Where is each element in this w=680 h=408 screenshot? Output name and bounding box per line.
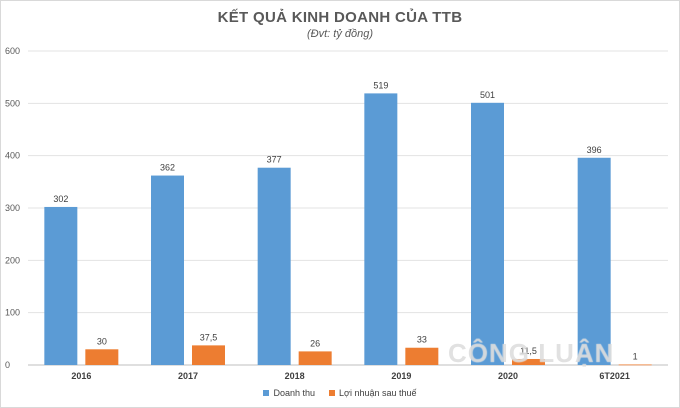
bar-revenue <box>364 93 398 365</box>
x-tick-label: 2019 <box>391 371 411 381</box>
legend-label-profit: Lợi nhuận sau thuế <box>339 388 417 398</box>
bar-profit <box>85 349 119 365</box>
data-label-profit: 26 <box>310 338 320 348</box>
data-label-revenue: 501 <box>480 90 495 100</box>
bar-revenue <box>151 175 184 365</box>
y-tick-label: 600 <box>5 46 20 56</box>
x-tick-label: 2017 <box>178 371 198 381</box>
bar-profit <box>298 351 332 365</box>
bar-profit <box>405 347 439 365</box>
chart-legend: Doanh thu Lợi nhuận sau thuế <box>0 388 680 398</box>
data-label-revenue: 377 <box>267 155 282 165</box>
watermark-logo: CÔNG LUẬN <box>448 338 615 368</box>
y-tick-label: 0 <box>5 360 10 370</box>
bar-revenue <box>257 167 291 365</box>
data-label-profit: 37,5 <box>200 332 218 342</box>
x-tick-label: 2018 <box>285 371 305 381</box>
bar-revenue <box>577 157 611 365</box>
data-label-profit: 11,5 <box>520 346 537 356</box>
bar-revenue <box>471 102 504 365</box>
bar-profit <box>512 358 545 365</box>
data-label-revenue: 519 <box>373 80 388 90</box>
data-label-profit: 30 <box>97 336 107 346</box>
legend-label-revenue: Doanh thu <box>273 388 316 398</box>
legend-swatch-profit <box>329 390 336 396</box>
x-tick-label: 2016 <box>71 371 91 381</box>
y-tick-label: 500 <box>5 98 20 108</box>
bar-profit <box>192 345 225 365</box>
y-tick-label: 200 <box>5 255 20 265</box>
data-label-profit: 33 <box>417 335 427 345</box>
data-label-revenue: 302 <box>53 194 68 204</box>
x-tick-label: 2020 <box>498 371 518 381</box>
legend-item-profit: Lợi nhuận sau thuế <box>329 388 417 398</box>
data-label-revenue: 396 <box>587 145 602 155</box>
data-label-profit: 1 <box>633 351 638 361</box>
y-tick-label: 300 <box>5 203 20 213</box>
data-label-revenue: 362 <box>160 163 175 173</box>
chart-subtitle: (Đvt: tỷ đồng) <box>306 28 374 40</box>
legend-swatch-revenue <box>263 390 270 396</box>
legend-item-revenue: Doanh thu <box>263 388 315 398</box>
y-tick-label: 400 <box>5 151 20 161</box>
x-tick-label: 6T2021 <box>599 371 630 381</box>
chart-title: KẾT QUẢ KINH DOANH CỦA TTB <box>217 9 463 26</box>
bar-profit <box>618 364 652 366</box>
bar-revenue <box>44 206 78 365</box>
y-tick-label: 100 <box>5 308 20 318</box>
